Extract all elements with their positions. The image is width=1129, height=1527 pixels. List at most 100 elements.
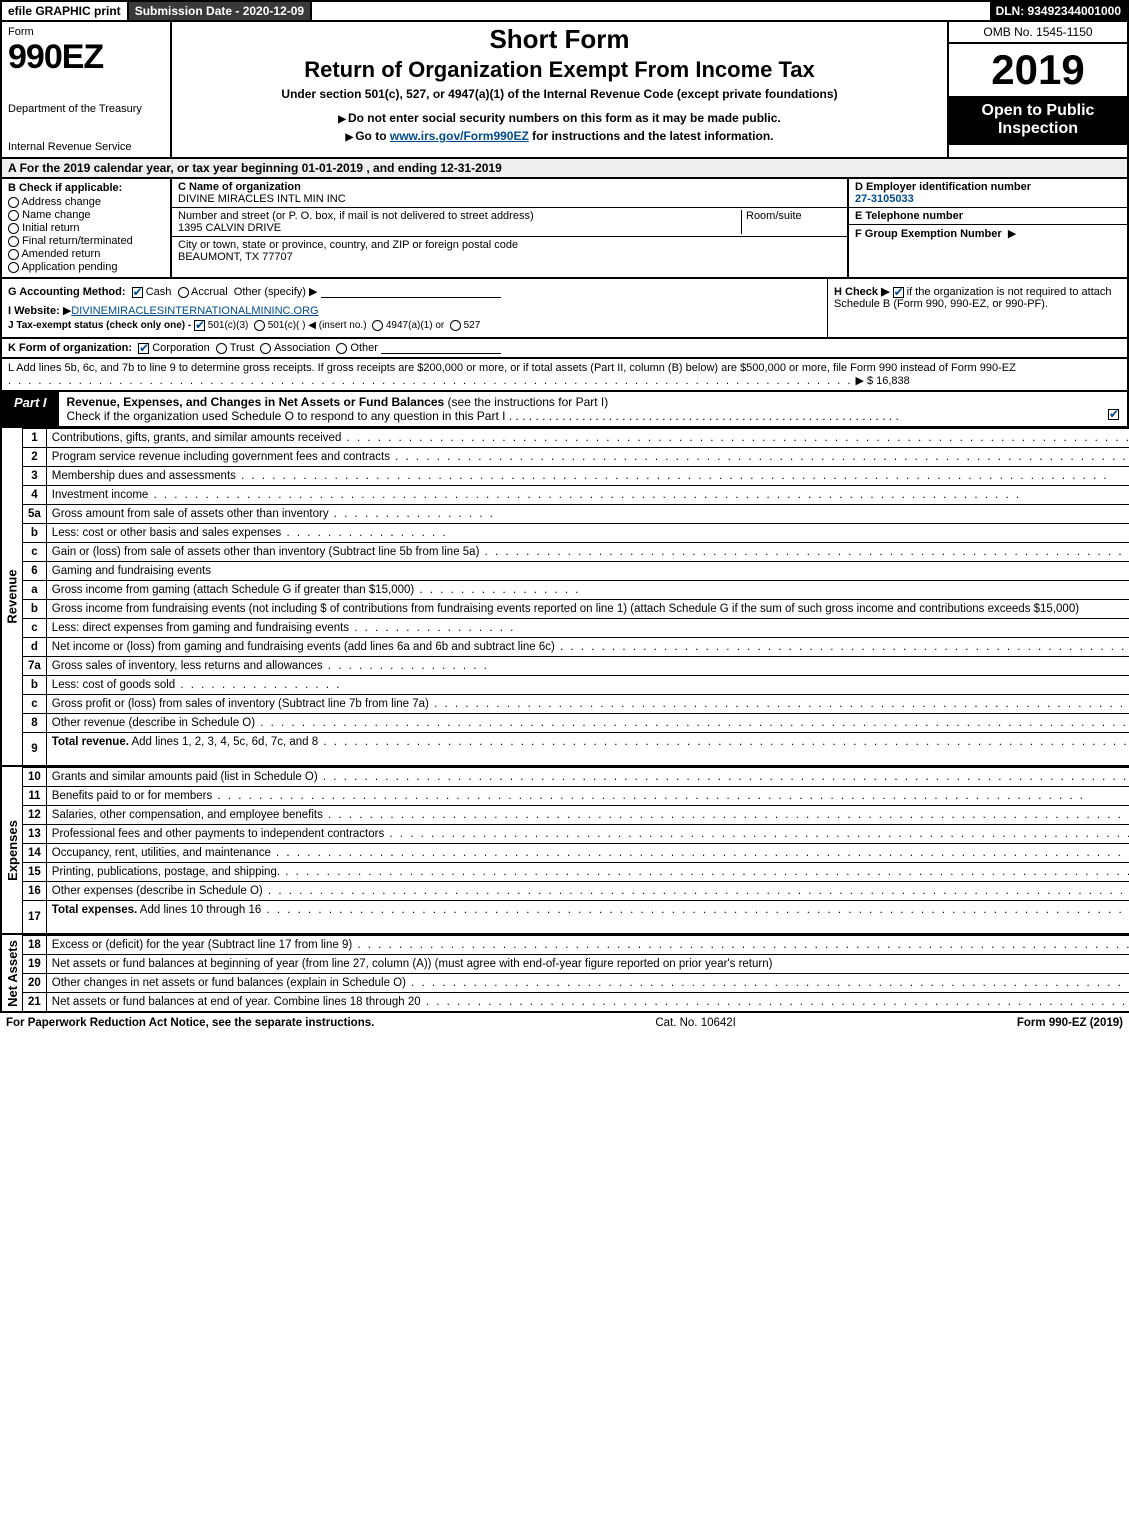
- line-a: A For the 2019 calendar year, or tax yea…: [0, 159, 1129, 179]
- line-description: Contributions, gifts, grants, and simila…: [46, 429, 1129, 448]
- line-description: Total expenses. Add lines 10 through 16 …: [46, 901, 1129, 935]
- line-description: Net assets or fund balances at beginning…: [46, 955, 1129, 974]
- column-def: D Employer identification number 27-3105…: [847, 179, 1127, 277]
- table-row: 15Printing, publications, postage, and s…: [23, 863, 1129, 882]
- h-right: H Check ▶ if the organization is not req…: [827, 279, 1127, 337]
- table-row: bLess: cost of goods sold7b: [23, 676, 1129, 695]
- chk-h[interactable]: [893, 287, 904, 298]
- line-description: Net income or (loss) from gaming and fun…: [46, 638, 1129, 657]
- chk-application-pending[interactable]: Application pending: [8, 261, 164, 273]
- table-row: 4Investment income4: [23, 486, 1129, 505]
- chk-4947[interactable]: [372, 320, 383, 331]
- table-row: 10Grants and similar amounts paid (list …: [23, 768, 1129, 787]
- chk-501c3[interactable]: [194, 320, 205, 331]
- line-number: b: [23, 600, 47, 619]
- expenses-side-label: Expenses: [0, 767, 22, 935]
- chk-address-change[interactable]: Address change: [8, 196, 164, 208]
- chk-initial-return[interactable]: Initial return: [8, 222, 164, 234]
- website-link[interactable]: DIVINEMIRACLESINTERNATIONALMININC.ORG: [71, 305, 318, 317]
- k-other: Other: [350, 342, 378, 354]
- line-description: Membership dues and assessments: [46, 467, 1129, 486]
- city-value: BEAUMONT, TX 77707: [178, 251, 841, 263]
- j-527-label: 527: [464, 320, 481, 331]
- column-c: C Name of organization DIVINE MIRACLES I…: [172, 179, 847, 277]
- line-number: 12: [23, 806, 47, 825]
- g-other-input[interactable]: [321, 286, 501, 298]
- group-exemption-row: F Group Exemption Number ▶: [849, 225, 1127, 277]
- department-label: Department of the Treasury: [8, 103, 164, 115]
- i-label: I Website:: [8, 305, 60, 317]
- chk-cash[interactable]: [132, 287, 143, 298]
- line-number: 5a: [23, 505, 47, 524]
- table-row: 8Other revenue (describe in Schedule O)8: [23, 714, 1129, 733]
- table-row: 18Excess or (deficit) for the year (Subt…: [23, 936, 1129, 955]
- header-right: OMB No. 1545-1150 2019 Open to Public In…: [947, 22, 1127, 157]
- k-label: K Form of organization:: [8, 342, 132, 354]
- line-number: 17: [23, 901, 47, 935]
- footer-center: Cat. No. 10642I: [655, 1017, 736, 1029]
- line-number: 14: [23, 844, 47, 863]
- j-insert-label: (insert no.): [319, 320, 367, 331]
- line-l: L Add lines 5b, 6c, and 7b to line 9 to …: [0, 359, 1129, 392]
- group-exemption-arrow: ▶: [1008, 228, 1016, 240]
- table-row: 19Net assets or fund balances at beginni…: [23, 955, 1129, 974]
- room-label: Room/suite: [746, 210, 841, 222]
- line-number: 8: [23, 714, 47, 733]
- line-description: Gross income from gaming (attach Schedul…: [46, 581, 1129, 600]
- chk-association[interactable]: [260, 343, 271, 354]
- chk-part1-scho[interactable]: [1108, 409, 1119, 420]
- line-number: c: [23, 695, 47, 714]
- line-number: 11: [23, 787, 47, 806]
- main-title: Return of Organization Exempt From Incom…: [180, 57, 939, 83]
- g-accrual-label: Accrual: [191, 286, 228, 298]
- line-description: Less: cost or other basis and sales expe…: [46, 524, 1129, 543]
- footer-right: Form 990-EZ (2019): [1017, 1017, 1123, 1029]
- efile-label[interactable]: efile GRAPHIC print: [2, 2, 129, 20]
- l-amount: $ 16,838: [867, 375, 910, 387]
- part1-header: Part I Revenue, Expenses, and Changes in…: [0, 392, 1129, 428]
- table-row: 14Occupancy, rent, utilities, and mainte…: [23, 844, 1129, 863]
- header-left: Form 990EZ Department of the Treasury In…: [2, 22, 172, 157]
- chk-final-return[interactable]: Final return/terminated: [8, 235, 164, 247]
- line-number: 20: [23, 974, 47, 993]
- ein-value: 27-3105033: [855, 193, 1121, 205]
- line-number: 6: [23, 562, 47, 581]
- k-other-input[interactable]: [381, 342, 501, 354]
- part1-title-note: (see the instructions for Part I): [448, 395, 609, 409]
- submission-date: Submission Date - 2020-12-09: [129, 2, 312, 20]
- table-row: aGross income from gaming (attach Schedu…: [23, 581, 1129, 600]
- chk-527[interactable]: [450, 320, 461, 331]
- line-description: Gross amount from sale of assets other t…: [46, 505, 1129, 524]
- chk-amended-return[interactable]: Amended return: [8, 248, 164, 260]
- telephone-label: E Telephone number: [855, 210, 1121, 222]
- line-number: 13: [23, 825, 47, 844]
- chk-501c[interactable]: [254, 320, 265, 331]
- line-number: c: [23, 543, 47, 562]
- line-number: 1: [23, 429, 47, 448]
- g-label: G Accounting Method:: [8, 286, 126, 298]
- line-description: Other revenue (describe in Schedule O): [46, 714, 1129, 733]
- line-number: 7a: [23, 657, 47, 676]
- irs-link[interactable]: www.irs.gov/Form990EZ: [390, 129, 529, 143]
- chk-corporation[interactable]: [138, 343, 149, 354]
- chk-other[interactable]: [336, 343, 347, 354]
- org-name-row: C Name of organization DIVINE MIRACLES I…: [172, 179, 847, 208]
- k-assoc: Association: [274, 342, 330, 354]
- line-description: Other expenses (describe in Schedule O): [46, 882, 1129, 901]
- line-description: Other changes in net assets or fund bala…: [46, 974, 1129, 993]
- open-inspection: Open to Public Inspection: [949, 96, 1127, 145]
- table-row: 7aGross sales of inventory, less returns…: [23, 657, 1129, 676]
- part1-title: Revenue, Expenses, and Changes in Net As…: [59, 392, 1127, 426]
- top-bar: efile GRAPHIC print Submission Date - 20…: [0, 0, 1129, 22]
- revenue-section: Revenue 1Contributions, gifts, grants, a…: [0, 428, 1129, 767]
- line-number: 10: [23, 768, 47, 787]
- chk-accrual[interactable]: [178, 287, 189, 298]
- chk-name-change[interactable]: Name change: [8, 209, 164, 221]
- line-description: Grants and similar amounts paid (list in…: [46, 768, 1129, 787]
- line-number: 19: [23, 955, 47, 974]
- table-row: cGain or (loss) from sale of assets othe…: [23, 543, 1129, 562]
- chk-trust[interactable]: [216, 343, 227, 354]
- line-number: b: [23, 524, 47, 543]
- col-b-title-text: Check if applicable:: [19, 182, 122, 194]
- table-row: 2Program service revenue including gover…: [23, 448, 1129, 467]
